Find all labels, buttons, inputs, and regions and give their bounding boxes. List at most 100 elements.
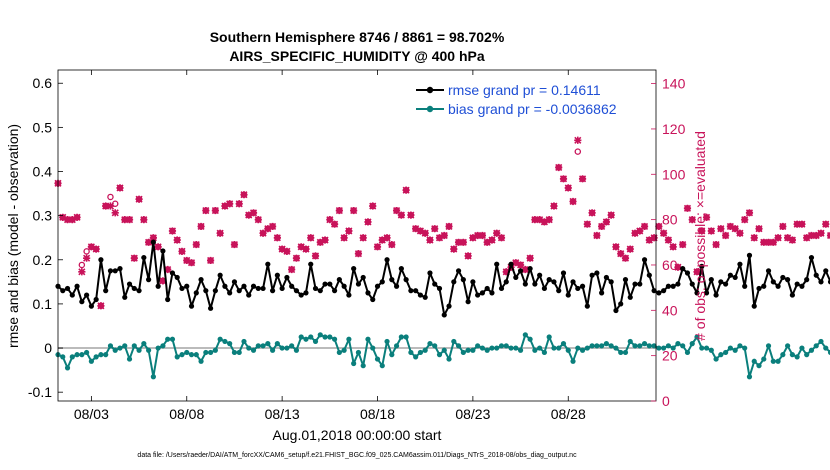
- bias-point: [408, 349, 414, 356]
- bias-point: [389, 352, 395, 358]
- obs-evaluated-marker: [683, 204, 692, 212]
- rmse-point: [680, 266, 686, 272]
- rmse-point: [122, 294, 128, 300]
- obs-evaluated-marker: [178, 247, 186, 255]
- rmse-point: [684, 270, 691, 276]
- obs-evaluated-marker: [87, 243, 95, 251]
- bias-point: [60, 354, 66, 360]
- bias-point: [794, 354, 800, 360]
- bias-point: [355, 349, 362, 356]
- obs-evaluated-marker: [722, 231, 730, 240]
- bias-point: [155, 345, 161, 351]
- rmse-point: [355, 281, 362, 287]
- rmse-point: [193, 290, 199, 296]
- rmse-point: [246, 292, 252, 298]
- rmse-point: [455, 268, 462, 274]
- bias-point: [799, 345, 805, 351]
- obs-evaluated-marker: [550, 202, 558, 210]
- obs-evaluated-marker: [97, 302, 105, 310]
- obs-evaluated-marker: [774, 234, 782, 242]
- rmse-point: [384, 257, 390, 263]
- rmse-point: [475, 292, 481, 298]
- rmse-point: [723, 281, 729, 287]
- obs-evaluated-marker: [598, 222, 606, 231]
- bias-point: [150, 374, 156, 380]
- y-tick-label: 0.6: [33, 75, 53, 91]
- rmse-point: [427, 270, 433, 276]
- rmse-point: [646, 272, 652, 278]
- obs-evaluated-marker: [307, 234, 315, 242]
- y-tick-label: -0.1: [28, 384, 52, 400]
- legend-bias-label: bias grand pr = -0.0036862: [448, 101, 617, 117]
- rmse-point: [727, 272, 733, 278]
- obs-evaluated-marker: [588, 209, 596, 217]
- obs-evaluated-marker: [431, 225, 439, 233]
- rmse-point: [804, 277, 810, 283]
- obs-evaluated-marker: [536, 216, 544, 224]
- bias-point: [527, 336, 533, 342]
- bias-point: [470, 347, 476, 353]
- rmse-point: [532, 281, 538, 287]
- rmse-point: [503, 279, 509, 285]
- y-tick-label: 0.1: [33, 296, 53, 312]
- bias-point: [384, 338, 390, 345]
- bias-point: [780, 352, 786, 358]
- bias-point: [818, 338, 824, 345]
- bias-point: [522, 332, 528, 338]
- bias-point: [813, 343, 819, 349]
- obs-evaluated-marker: [502, 268, 510, 276]
- rmse-point: [579, 283, 586, 289]
- obs-evaluated-marker: [183, 256, 191, 265]
- bias-point: [737, 343, 743, 349]
- bias-point: [718, 352, 724, 358]
- y-right-tick-label: 0: [662, 393, 670, 409]
- rmse-point: [808, 254, 815, 261]
- bias-point: [360, 363, 366, 369]
- x-tick-label: 08/13: [265, 406, 300, 422]
- bias-point: [413, 354, 419, 360]
- obs-evaluated-marker: [345, 227, 353, 235]
- bias-point: [312, 338, 319, 345]
- bias-point: [751, 358, 757, 364]
- obs-evaluated-marker: [726, 222, 734, 231]
- bias-point: [613, 345, 619, 351]
- rmse-point: [198, 277, 204, 283]
- bias-point: [379, 363, 385, 369]
- obs-evaluated-marker: [159, 277, 167, 285]
- obs-evaluated-marker: [240, 191, 248, 199]
- obs-evaluated-marker: [469, 234, 477, 242]
- rmse-point: [336, 277, 342, 283]
- rmse-point: [117, 266, 123, 272]
- obs-evaluated-marker: [617, 250, 625, 258]
- bias-point: [665, 343, 671, 349]
- bias-point: [298, 334, 304, 340]
- obs-evaluated-marker: [254, 216, 262, 224]
- obs-evaluated-marker: [68, 216, 76, 224]
- rmse-point: [203, 288, 209, 294]
- rmse-point: [236, 288, 242, 294]
- obs-evaluated-marker: [760, 238, 768, 246]
- obs-evaluated-marker: [621, 254, 630, 262]
- bias-point: [212, 347, 218, 353]
- bias-point: [322, 334, 328, 340]
- bias-point: [441, 347, 447, 353]
- obs-evaluated-marker: [521, 265, 529, 274]
- bias-point: [627, 338, 633, 345]
- rmse-point: [174, 274, 180, 281]
- rmse-point: [746, 252, 753, 258]
- bias-point: [570, 358, 576, 364]
- y-tick-label: 0.2: [33, 252, 53, 268]
- rmse-point: [599, 290, 605, 296]
- rmse-point: [708, 277, 714, 283]
- bias-point: [222, 338, 228, 345]
- x-tick-label: 08/03: [74, 406, 109, 422]
- rmse-point: [513, 274, 519, 281]
- rmse-point: [494, 261, 500, 267]
- bias-point: [632, 343, 638, 349]
- rmse-point: [413, 288, 419, 294]
- rmse-point: [422, 294, 428, 300]
- rmse-point: [703, 290, 710, 296]
- bias-point: [112, 347, 118, 353]
- bias-point: [579, 347, 586, 353]
- bias-point: [98, 352, 104, 358]
